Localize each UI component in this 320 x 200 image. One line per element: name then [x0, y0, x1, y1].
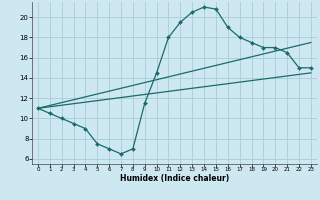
X-axis label: Humidex (Indice chaleur): Humidex (Indice chaleur) — [120, 174, 229, 183]
